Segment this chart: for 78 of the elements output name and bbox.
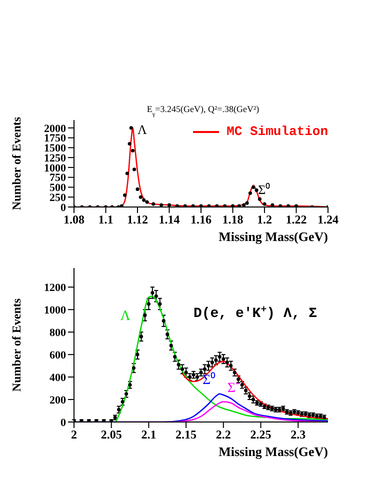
point xyxy=(254,188,258,192)
x-tick-label: 2.05 xyxy=(100,428,122,442)
chart-title: E$_{γ}$=3.245(GeV), Q²=.38(GeV²) xyxy=(146,104,260,118)
x-tick-label: 1.2 xyxy=(257,212,272,227)
y-tick-label: 1750 xyxy=(44,132,66,145)
series-label: Λ xyxy=(120,309,132,324)
point xyxy=(125,172,129,176)
y-tick-label: 1200 xyxy=(44,282,66,294)
annotation: D(e, e'K$^{+}$) Λ, Σ xyxy=(193,304,317,322)
y-tick-label: 0 xyxy=(60,416,66,429)
x-tick-label: 1.22 xyxy=(286,212,307,227)
x-tick-label: 2.2 xyxy=(216,428,231,442)
point xyxy=(215,204,219,207)
x-tick-label: 1.24 xyxy=(318,212,338,227)
y-axis-title: Number of Events xyxy=(9,298,24,392)
y-axis-title: Number of Events xyxy=(9,116,24,210)
point xyxy=(138,195,142,199)
point xyxy=(183,204,187,207)
y-tick-label: 1000 xyxy=(44,162,66,174)
point xyxy=(278,204,282,207)
point xyxy=(248,191,252,195)
point xyxy=(245,201,249,205)
x-tick-label: 1.14 xyxy=(158,212,180,227)
x-tick-label: 1.1 xyxy=(98,212,114,227)
point xyxy=(230,204,235,207)
x-tick-label: 2.15 xyxy=(176,428,197,442)
x-tick-label: 2.1 xyxy=(141,428,156,442)
point xyxy=(294,204,298,207)
point xyxy=(160,203,164,207)
y-tick-label: 0 xyxy=(60,202,66,214)
point xyxy=(142,198,146,202)
point xyxy=(237,204,241,207)
y-tick-label: 400 xyxy=(50,372,66,384)
x-tick-label: 1.18 xyxy=(222,212,244,227)
y-tick-label: 1250 xyxy=(44,152,66,164)
y-tick-label: 1000 xyxy=(44,304,66,316)
y-tick-label: 200 xyxy=(50,394,66,406)
x-axis-title: Missing Mass(GeV) xyxy=(218,444,328,459)
x-tick-label: 1.12 xyxy=(127,212,148,227)
point xyxy=(262,202,266,206)
point xyxy=(152,202,156,206)
x-tick-label: 2.25 xyxy=(250,428,272,442)
point xyxy=(199,204,203,207)
point xyxy=(175,204,179,207)
series-label: Σ⁰ xyxy=(202,372,216,388)
point xyxy=(258,197,262,201)
x-axis-title: Missing Mass(GeV) xyxy=(218,229,328,244)
point xyxy=(252,185,256,190)
y-tick-label: 750 xyxy=(50,172,66,184)
y-tick-label: 250 xyxy=(50,192,66,204)
y-tick-label: 2000 xyxy=(44,122,66,135)
point xyxy=(270,203,274,207)
x-tick-label: 1.16 xyxy=(190,212,212,227)
y-tick-label: 600 xyxy=(50,349,66,362)
y-tick-label: 800 xyxy=(50,326,66,339)
point xyxy=(128,142,132,146)
legend-label: MC Simulation xyxy=(226,124,328,139)
point xyxy=(132,168,136,172)
point xyxy=(123,193,127,197)
point xyxy=(145,200,149,204)
annotation: Σ⁰ xyxy=(258,182,271,198)
point xyxy=(167,203,172,207)
point xyxy=(207,204,211,207)
point xyxy=(191,204,195,207)
point xyxy=(223,204,227,207)
series-label: Σ⁻ xyxy=(227,380,241,396)
y-tick-label: 500 xyxy=(50,182,66,194)
point xyxy=(120,204,124,207)
x-tick-label: 1.08 xyxy=(64,212,84,227)
point xyxy=(286,204,290,207)
annotation: Λ xyxy=(138,122,148,137)
point xyxy=(130,148,135,152)
y-tick-label: 1500 xyxy=(44,142,66,155)
point xyxy=(129,126,133,130)
point xyxy=(242,203,246,207)
x-tick-label: 2 xyxy=(71,428,77,442)
point xyxy=(136,187,140,191)
x-tick-label: 2.3 xyxy=(290,428,306,442)
